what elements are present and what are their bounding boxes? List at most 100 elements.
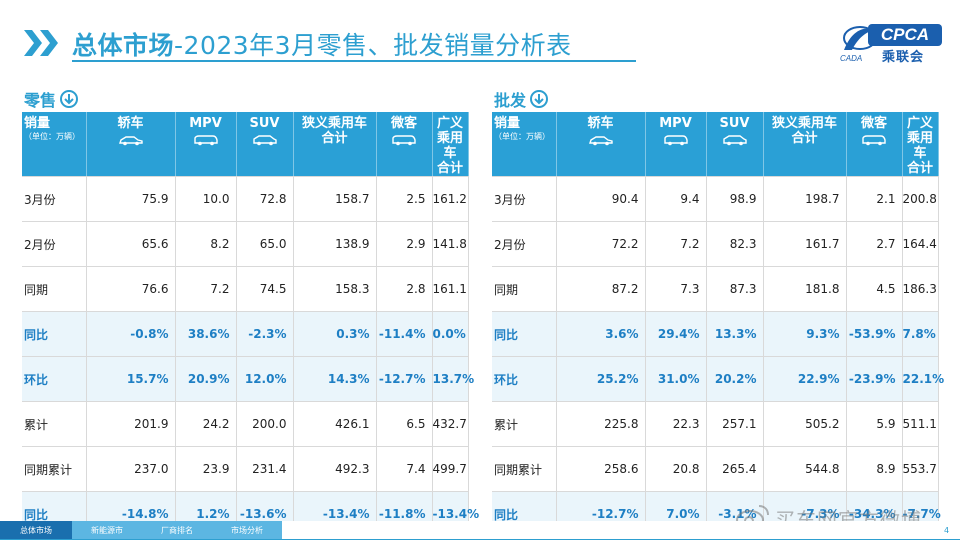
table-row: 同期累计 237.0 23.9 231.4 492.3 7.4 499.7 xyxy=(22,446,469,492)
table-cell: 141.8 xyxy=(432,221,469,267)
table-cell: 231.4 xyxy=(236,446,294,492)
row-label: 累计 xyxy=(492,401,557,447)
table-cell: -53.9% xyxy=(846,311,903,357)
table-cell: 15.7% xyxy=(86,356,176,402)
table-cell: 161.1 xyxy=(432,266,469,312)
table-cell: 24.2 xyxy=(175,401,237,447)
wholesale-section-label: 批发 xyxy=(494,87,549,111)
table-cell: -12.7% xyxy=(376,356,433,402)
nav-tab-4[interactable]: 市场分析 xyxy=(212,521,282,540)
table-cell: 65.0 xyxy=(236,221,294,267)
table-cell: 9.4 xyxy=(645,176,707,222)
table-cell: 87.2 xyxy=(556,266,646,312)
retail-section-label: 零售 xyxy=(24,87,79,111)
header-col-label: 微客 xyxy=(390,116,417,131)
header-cell: 狭义乘用车 合计 xyxy=(763,112,847,177)
table-cell: 257.1 xyxy=(706,401,764,447)
header-cell: 轿车 xyxy=(86,112,176,177)
header-col-label: 广义乘用车 合计 xyxy=(906,116,933,176)
table-cell: 14.3% xyxy=(293,356,377,402)
nav-tab-3[interactable]: 厂商排名 xyxy=(142,521,212,540)
header-col-label: SUV xyxy=(249,116,280,131)
header-cell: MPV xyxy=(175,112,237,177)
table-row: 环比 15.7% 20.9% 12.0% 14.3% -12.7% 13.7% xyxy=(22,356,474,402)
table-cell: 22.9% xyxy=(763,356,847,402)
arrow-down-circle-icon xyxy=(60,90,79,108)
table-cell: 505.2 xyxy=(763,401,847,447)
page-title: 总体市场-2023年3月零售、批发销量分析表 xyxy=(72,26,572,62)
header-cell: 轿车 xyxy=(556,112,646,177)
arrow-down-circle-icon xyxy=(530,90,549,108)
table-cell: 3.6% xyxy=(556,311,646,357)
table-cell: 0.3% xyxy=(293,311,377,357)
suv-car-icon xyxy=(252,135,277,146)
wholesale-label: 批发 xyxy=(494,91,527,110)
row-label: 累计 xyxy=(22,401,87,447)
table-cell: 511.1 xyxy=(902,401,939,447)
retail-table: 销量 （单位：万辆） 轿车 MPV SUV 狭义乘用车 合计 微客 广义乘用车 合计 3月份 75… xyxy=(22,112,479,537)
retail-label: 零售 xyxy=(24,91,57,110)
table-cell: 76.6 xyxy=(86,266,176,312)
table-cell: 4.5 xyxy=(846,266,903,312)
row-label: 同期累计 xyxy=(22,446,87,492)
table-cell: 87.3 xyxy=(706,266,764,312)
page-title-rest: -2023年3月零售、批发销量分析表 xyxy=(174,31,572,60)
header-col-label: MPV xyxy=(659,116,692,131)
van-car-icon xyxy=(193,135,218,146)
table-cell: 553.7 xyxy=(902,446,939,492)
row-label: 同期 xyxy=(22,266,87,312)
nav-tab-1[interactable]: 总体市场 xyxy=(0,521,72,540)
nav-tab-2[interactable]: 新能源市场 xyxy=(72,521,142,540)
table-cell: 186.3 xyxy=(902,266,939,312)
table-row: 同比 -0.8% 38.6% -2.3% 0.3% -11.4% 0.0% xyxy=(22,311,469,357)
table-cell: 8.9 xyxy=(846,446,903,492)
suv-car-icon xyxy=(722,135,747,146)
table-cell: 38.6% xyxy=(175,311,237,357)
table-cell: 2.1 xyxy=(846,176,903,222)
table-cell: 8.2 xyxy=(175,221,237,267)
table-cell: 265.4 xyxy=(706,446,764,492)
header-cell: MPV xyxy=(645,112,707,177)
table-cell: 2.5 xyxy=(376,176,433,222)
row-label: 同比 xyxy=(22,311,87,357)
logo-text: CPCA xyxy=(868,24,942,46)
table-cell: 544.8 xyxy=(763,446,847,492)
table-cell: -2.3% xyxy=(236,311,294,357)
header-col-label: MPV xyxy=(189,116,222,131)
table-cell: 200.0 xyxy=(236,401,294,447)
table-cell: 2.9 xyxy=(376,221,433,267)
header-cell-sales: 销量 （单位：万辆） xyxy=(22,112,87,177)
table-cell: 82.3 xyxy=(706,221,764,267)
table-cell: 10.0 xyxy=(175,176,237,222)
table-cell: -11.4% xyxy=(376,311,433,357)
row-label: 同比 xyxy=(492,311,557,357)
table-cell: 492.3 xyxy=(293,446,377,492)
table-cell: 161.7 xyxy=(763,221,847,267)
logo-cn-text: 乘联会 xyxy=(882,50,925,65)
row-label: 2月份 xyxy=(492,221,557,267)
table-cell: 6.5 xyxy=(376,401,433,447)
table-cell: 12.0% xyxy=(236,356,294,402)
header-col-label: 狭义乘用车 合计 xyxy=(771,116,837,146)
table-cell: 181.8 xyxy=(763,266,847,312)
header-col-label: 狭义乘用车 合计 xyxy=(301,116,367,146)
header-cell: 广义乘用车 合计 xyxy=(432,112,469,177)
table-cell: 23.9 xyxy=(175,446,237,492)
table-row: 环比 25.2% 31.0% 20.2% 22.9% -23.9% 22.1% xyxy=(492,356,944,402)
header-cell: SUV xyxy=(236,112,294,177)
table-cell: 258.6 xyxy=(556,446,646,492)
table-cell: 158.3 xyxy=(293,266,377,312)
table-cell: 74.5 xyxy=(236,266,294,312)
table-cell: 198.7 xyxy=(763,176,847,222)
table-cell: 29.4% xyxy=(645,311,707,357)
table-cell: 237.0 xyxy=(86,446,176,492)
table-cell: 7.8% xyxy=(902,311,939,357)
table-cell: 20.2% xyxy=(706,356,764,402)
table-cell: 13.3% xyxy=(706,311,764,357)
title-underline xyxy=(72,60,636,62)
table-cell: 499.7 xyxy=(432,446,469,492)
table-cell: 138.9 xyxy=(293,221,377,267)
double-chevron-icon xyxy=(24,30,58,56)
slide-header: 总体市场-2023年3月零售、批发销量分析表 CPCA 乘联会 CADA xyxy=(0,0,960,70)
table-cell: 20.8 xyxy=(645,446,707,492)
